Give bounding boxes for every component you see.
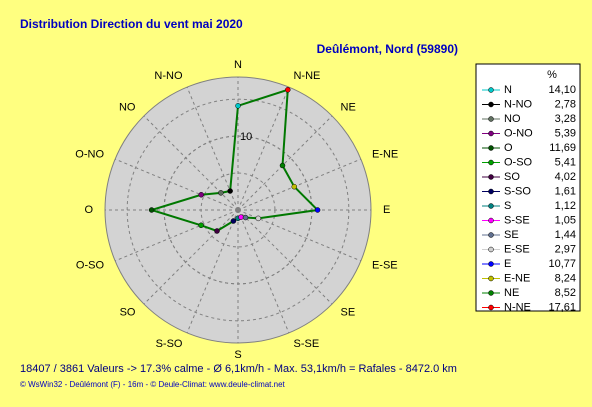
legend-value: 3,28 <box>555 113 576 125</box>
chart-subtitle: Deûlémont, Nord (59890) <box>317 42 458 56</box>
legend-value: 8,52 <box>555 287 576 299</box>
legend-label: SO <box>504 171 520 183</box>
spoke <box>237 158 362 211</box>
legend-label: O <box>504 142 513 154</box>
legend-value: 8,24 <box>555 272 576 284</box>
legend-value: 10,77 <box>548 258 576 270</box>
spoke <box>114 209 239 262</box>
axis-label: O <box>84 204 93 216</box>
legend-value: 5,41 <box>555 156 576 168</box>
data-point <box>242 214 249 221</box>
axis-label: N <box>234 59 242 71</box>
data-point <box>148 207 155 213</box>
legend-value: 5,39 <box>555 127 576 139</box>
legend-value: 1,12 <box>555 200 576 212</box>
legend-label: N-NE <box>504 301 531 313</box>
legend-marker <box>488 174 494 180</box>
axis-label: E <box>383 204 390 216</box>
legend-marker <box>488 217 494 224</box>
legend-marker <box>488 275 494 282</box>
legend-label: E-SE <box>504 243 530 255</box>
axis-label: NE <box>341 101 356 113</box>
data-point <box>230 218 237 224</box>
chart-title: Distribution Direction du vent mai 2020 <box>20 17 243 31</box>
legend-marker <box>488 101 494 108</box>
legend-label: O-NO <box>504 127 533 139</box>
legend-marker <box>488 246 494 253</box>
axis-label: S-SO <box>156 338 183 350</box>
axis-label: S <box>234 349 241 361</box>
legend-value: 1,44 <box>555 229 576 241</box>
spoke <box>186 209 239 334</box>
legend-value: 11,69 <box>549 142 576 154</box>
axis-label: E-SE <box>372 259 398 271</box>
data-point <box>235 103 241 109</box>
data-point <box>291 183 297 190</box>
legend-value: 14,10 <box>548 84 576 96</box>
spoke <box>237 209 362 262</box>
axis-label: S-SE <box>293 338 319 350</box>
spoke <box>186 86 239 211</box>
axis-label: O-SO <box>76 259 105 271</box>
data-point <box>214 228 220 234</box>
data-point <box>198 222 204 229</box>
legend-marker <box>488 159 494 166</box>
legend-label: NE <box>504 287 519 299</box>
legend-marker <box>488 116 494 122</box>
spoke <box>143 209 239 305</box>
footer: 18407 / 3861 Valeurs -> 17.3% calme - Ø … <box>20 363 457 375</box>
legend-value: 17,61 <box>548 301 576 313</box>
data-point <box>238 214 244 220</box>
axis-label: NO <box>119 101 136 113</box>
axis-label: E-NE <box>372 148 398 160</box>
legend-value: 2,78 <box>555 98 576 110</box>
legend-value: 4,02 <box>555 171 576 183</box>
legend-value: 2,97 <box>555 243 576 255</box>
credits: © WsWin32 - Deûlémont (F) - 16m - © Deul… <box>20 380 286 389</box>
data-point <box>198 192 204 198</box>
legend-marker <box>488 203 494 209</box>
axis-label: N-NE <box>293 70 320 82</box>
axis-label: N-NO <box>154 70 183 82</box>
legend-value: 1,05 <box>555 214 576 226</box>
legend-marker <box>488 290 494 296</box>
spoke <box>237 115 333 211</box>
legend-label: S-SE <box>504 214 530 226</box>
legend-marker <box>488 130 494 137</box>
data-point <box>279 162 286 169</box>
legend-label: S-SO <box>504 185 531 197</box>
axis-label: SO <box>120 306 136 318</box>
legend-marker <box>488 304 494 311</box>
data-point <box>227 188 233 194</box>
legend-label: E-NE <box>504 272 530 284</box>
legend-label: N-NO <box>504 98 533 110</box>
data-point <box>285 87 291 93</box>
legend-title: % <box>547 69 557 81</box>
data-point <box>218 190 224 196</box>
r-tick-label: 10 <box>240 131 252 143</box>
legend-marker <box>488 261 494 267</box>
legend-marker <box>488 188 494 195</box>
data-point <box>314 207 321 213</box>
spoke <box>237 209 333 305</box>
legend-marker <box>488 87 494 93</box>
axis-label: O-NO <box>75 148 104 160</box>
axis-label: SE <box>341 306 356 318</box>
legend-label: O-SO <box>504 156 533 168</box>
legend-label: E <box>504 258 511 270</box>
legend-label: S <box>504 200 511 212</box>
spoke <box>143 115 239 211</box>
spoke <box>114 158 239 211</box>
spoke <box>237 86 290 211</box>
legend-marker <box>488 145 494 151</box>
spoke <box>237 209 290 334</box>
legend-label: SE <box>504 229 519 241</box>
legend-value: 1,61 <box>555 185 576 197</box>
legend-label: N <box>504 84 512 96</box>
legend-label: NO <box>504 113 521 125</box>
legend-marker <box>488 232 494 238</box>
data-point <box>255 215 262 222</box>
